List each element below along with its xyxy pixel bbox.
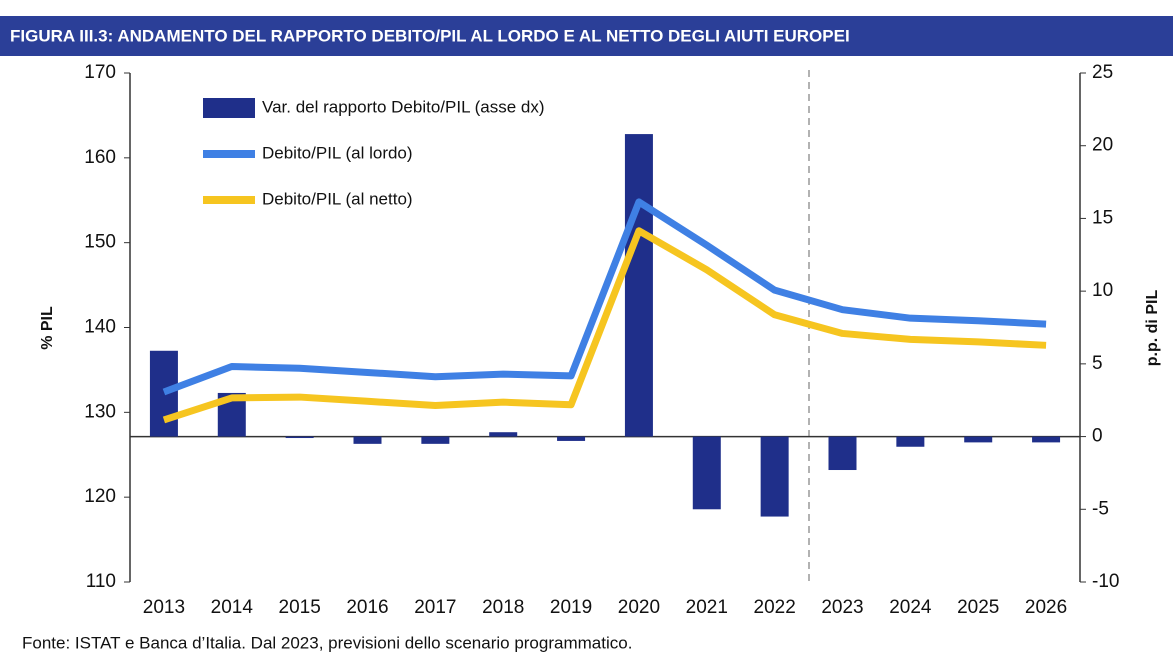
y-tick-label: 110: [86, 571, 116, 592]
y2-tick-label: 5: [1092, 353, 1103, 374]
x-tick-label: 2018: [482, 597, 524, 618]
line: [162, 227, 1047, 424]
bar: [624, 134, 653, 437]
y-tick-label: 140: [84, 317, 116, 338]
legend-label: Debito/PIL (al netto): [262, 189, 413, 208]
x-tick-label: 2017: [414, 597, 456, 618]
legend-label: Debito/PIL (al lordo): [262, 143, 413, 162]
x-tick-label: 2025: [957, 597, 999, 618]
bar: [896, 436, 925, 447]
x-tick-label: 2024: [889, 597, 932, 618]
y2-tick-label: -10: [1092, 571, 1119, 592]
y2-tick-label: 15: [1092, 207, 1113, 228]
y-tick-label: 170: [84, 62, 116, 83]
y-axis-label: % PIL: [39, 306, 56, 350]
y2-axis-label: p.p. di PIL: [1144, 290, 1161, 367]
bar: [1032, 436, 1061, 443]
line: [162, 198, 1047, 396]
y-tick-label: 130: [84, 401, 116, 422]
bar: [692, 436, 721, 510]
title-bar: [0, 16, 1173, 56]
x-tick-label: 2013: [143, 597, 185, 618]
bar: [489, 432, 518, 437]
x-tick-label: 2023: [821, 597, 863, 618]
x-tick-label: 2021: [686, 597, 728, 618]
bar: [760, 436, 789, 517]
x-tick-label: 2026: [1025, 597, 1067, 618]
y-tick-label: 160: [84, 147, 116, 168]
chart-title: FIGURA III.3: ANDAMENTO DEL RAPPORTO DEB…: [10, 26, 850, 45]
y2-tick-label: 0: [1092, 426, 1103, 447]
x-tick-label: 2016: [346, 597, 388, 618]
x-tick-label: 2015: [279, 597, 321, 618]
y2-tick-label: 25: [1092, 62, 1113, 83]
bar: [421, 436, 450, 444]
x-tick-label: 2019: [550, 597, 592, 618]
x-tick-label: 2020: [618, 597, 660, 618]
y-tick-label: 120: [84, 486, 116, 507]
y-tick-label: 150: [84, 232, 116, 253]
bar: [285, 436, 314, 439]
source-note: Fonte: ISTAT e Banca d’Italia. Dal 2023,…: [22, 633, 632, 652]
legend-swatch: [203, 98, 255, 118]
bar: [353, 436, 382, 444]
y2-tick-label: 20: [1092, 135, 1113, 156]
bar: [964, 436, 993, 443]
y2-tick-label: -5: [1092, 498, 1109, 519]
bar: [149, 350, 178, 437]
x-tick-label: 2014: [211, 597, 254, 618]
x-tick-label: 2022: [754, 597, 796, 618]
legend-label: Var. del rapporto Debito/PIL (asse dx): [262, 97, 545, 116]
bar: [557, 436, 586, 441]
y2-tick-label: 10: [1092, 280, 1113, 301]
bar: [828, 436, 857, 471]
